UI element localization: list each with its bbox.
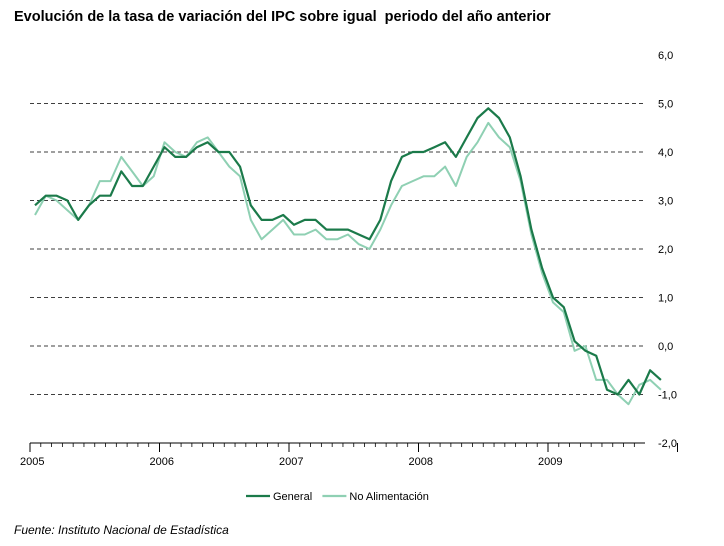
- y-tick-label: 4,0: [658, 147, 673, 159]
- series-lines: [34, 107, 662, 406]
- x-tick-label: 2009: [538, 456, 562, 468]
- y-axis-tick-labels: 6,0 5,0 4,0 3,0 2,0 1,0 0,0 -1,0 -2,0: [658, 50, 677, 450]
- series-line-general: [34, 107, 662, 396]
- y-tick-label: -2,0: [658, 438, 677, 450]
- legend-label-general: General: [273, 491, 312, 503]
- x-axis: 2005 2006 2007 2008 2009: [20, 442, 678, 468]
- y-tick-label: 0,0: [658, 341, 673, 353]
- chart-title: Evolución de la tasa de variación del IP…: [14, 9, 551, 25]
- x-tick-label: 2007: [279, 456, 303, 468]
- y-tick-label: 3,0: [658, 196, 673, 208]
- source-note: Fuente: Instituto Nacional de Estadístic…: [14, 523, 229, 537]
- legend-label-no-alimentaci-n: No Alimentación: [349, 491, 429, 503]
- legend: General No Alimentación: [246, 491, 429, 503]
- x-tick-label: 2008: [409, 456, 433, 468]
- y-tick-label: -1,0: [658, 390, 677, 402]
- series-line-no-alimentaci-n: [34, 121, 662, 406]
- y-tick-label: 2,0: [658, 244, 673, 256]
- y-tick-label: 1,0: [658, 293, 673, 305]
- y-tick-label: 5,0: [658, 99, 673, 111]
- x-tick-label: 2005: [20, 456, 44, 468]
- y-tick-label: 6,0: [658, 50, 673, 62]
- x-tick-label: 2006: [150, 456, 174, 468]
- gridlines: [30, 103, 645, 395]
